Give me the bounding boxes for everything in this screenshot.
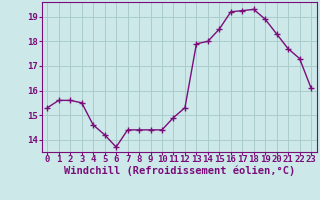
- X-axis label: Windchill (Refroidissement éolien,°C): Windchill (Refroidissement éolien,°C): [64, 165, 295, 176]
